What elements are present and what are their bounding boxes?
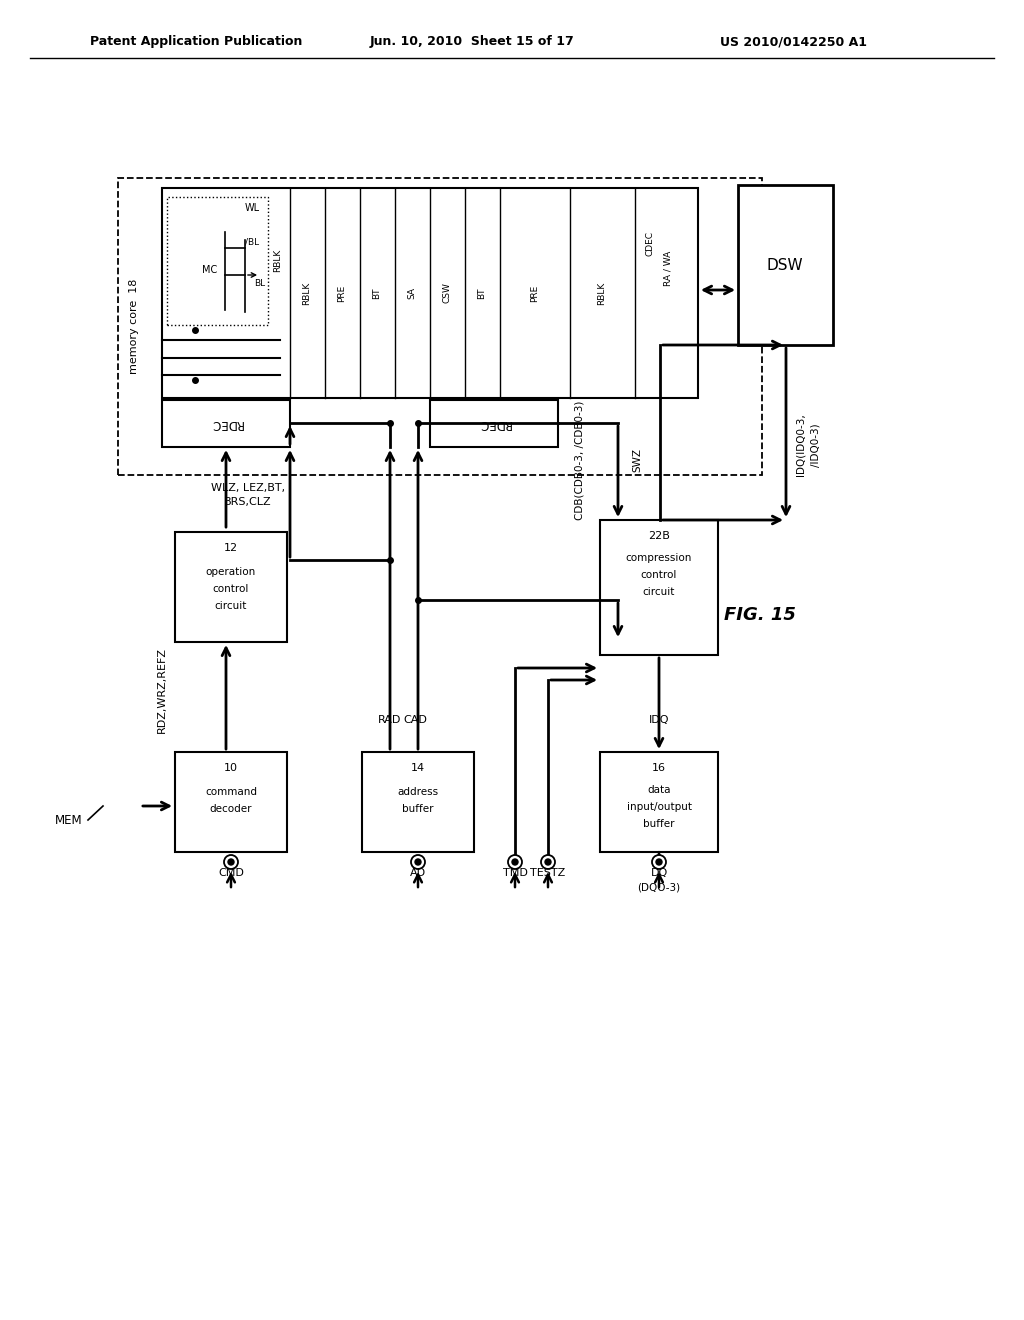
Bar [362, 752, 474, 851]
Text: control: control [213, 583, 249, 594]
Bar [175, 532, 287, 642]
Text: TMD: TMD [503, 869, 527, 878]
Text: PRE: PRE [338, 284, 346, 302]
Text: CDEC: CDEC [645, 231, 654, 256]
Text: CDB(CDB0-3, /CDB0-3): CDB(CDB0-3, /CDB0-3) [575, 400, 585, 520]
Text: CAD: CAD [403, 715, 427, 725]
Bar [162, 187, 698, 399]
Text: Patent Application Publication: Patent Application Publication [90, 36, 302, 49]
Text: 12: 12 [224, 543, 238, 553]
Circle shape [415, 859, 421, 865]
Bar [430, 400, 558, 447]
Text: AD: AD [410, 869, 426, 878]
Text: RBLK: RBLK [597, 281, 606, 305]
Text: /BL: /BL [245, 238, 259, 247]
Text: CMD: CMD [218, 869, 244, 878]
Text: address: address [397, 787, 438, 797]
Text: MEM: MEM [55, 813, 83, 826]
Text: SWZ: SWZ [632, 447, 642, 473]
Text: circuit: circuit [643, 587, 675, 597]
Circle shape [228, 859, 234, 865]
Text: command: command [205, 787, 257, 797]
Circle shape [541, 855, 555, 869]
Text: FIG. 15: FIG. 15 [724, 606, 796, 624]
Circle shape [508, 855, 522, 869]
Text: 16: 16 [652, 763, 666, 774]
Bar [738, 185, 833, 345]
Text: DQ: DQ [650, 869, 668, 878]
Text: compression: compression [626, 553, 692, 564]
Text: BT: BT [477, 288, 486, 298]
Text: MC: MC [203, 265, 218, 275]
Circle shape [652, 855, 666, 869]
Text: circuit: circuit [215, 601, 247, 611]
Circle shape [512, 859, 518, 865]
Text: BRS,CLZ: BRS,CLZ [224, 498, 271, 507]
Text: buffer: buffer [643, 818, 675, 829]
Text: RBLK: RBLK [302, 281, 311, 305]
Text: RDEC: RDEC [210, 417, 243, 429]
Text: CSW: CSW [442, 282, 452, 304]
Bar [600, 520, 718, 655]
Bar [600, 752, 718, 851]
Bar [162, 400, 290, 447]
Text: RA / WA: RA / WA [664, 251, 673, 285]
Text: control: control [641, 570, 677, 579]
Text: 10: 10 [224, 763, 238, 774]
Text: IDQ(IDQ0-3,: IDQ(IDQ0-3, [795, 413, 805, 477]
Bar [167, 197, 268, 325]
Text: memory core  18: memory core 18 [129, 279, 139, 374]
Text: operation: operation [206, 568, 256, 577]
Text: BT: BT [373, 288, 382, 298]
Text: RDEC: RDEC [477, 417, 510, 429]
Text: 14: 14 [411, 763, 425, 774]
Text: 22B: 22B [648, 531, 670, 541]
Text: IDQ: IDQ [649, 715, 670, 725]
Text: data: data [647, 785, 671, 795]
Text: WLZ, LEZ,BT,: WLZ, LEZ,BT, [211, 483, 285, 492]
Text: WL: WL [245, 203, 259, 213]
Text: RBLK: RBLK [273, 248, 283, 272]
Text: RDZ,WRZ,REFZ: RDZ,WRZ,REFZ [157, 647, 167, 733]
Text: SA: SA [408, 286, 417, 300]
Circle shape [224, 855, 238, 869]
Text: DSW: DSW [767, 257, 803, 272]
Circle shape [411, 855, 425, 869]
Circle shape [656, 859, 662, 865]
Text: decoder: decoder [210, 804, 252, 814]
Text: Jun. 10, 2010  Sheet 15 of 17: Jun. 10, 2010 Sheet 15 of 17 [370, 36, 574, 49]
Text: PRE: PRE [530, 284, 540, 302]
Text: US 2010/0142250 A1: US 2010/0142250 A1 [720, 36, 867, 49]
Text: buffer: buffer [402, 804, 434, 814]
Text: TESTZ: TESTZ [530, 869, 565, 878]
Text: BL: BL [254, 279, 265, 288]
Text: /IDQ0-3): /IDQ0-3) [810, 424, 820, 467]
Text: RAD: RAD [378, 715, 401, 725]
Bar [118, 178, 762, 475]
Bar [175, 752, 287, 851]
Circle shape [545, 859, 551, 865]
Text: input/output: input/output [627, 803, 691, 812]
Text: (DQO-3): (DQO-3) [637, 883, 681, 894]
